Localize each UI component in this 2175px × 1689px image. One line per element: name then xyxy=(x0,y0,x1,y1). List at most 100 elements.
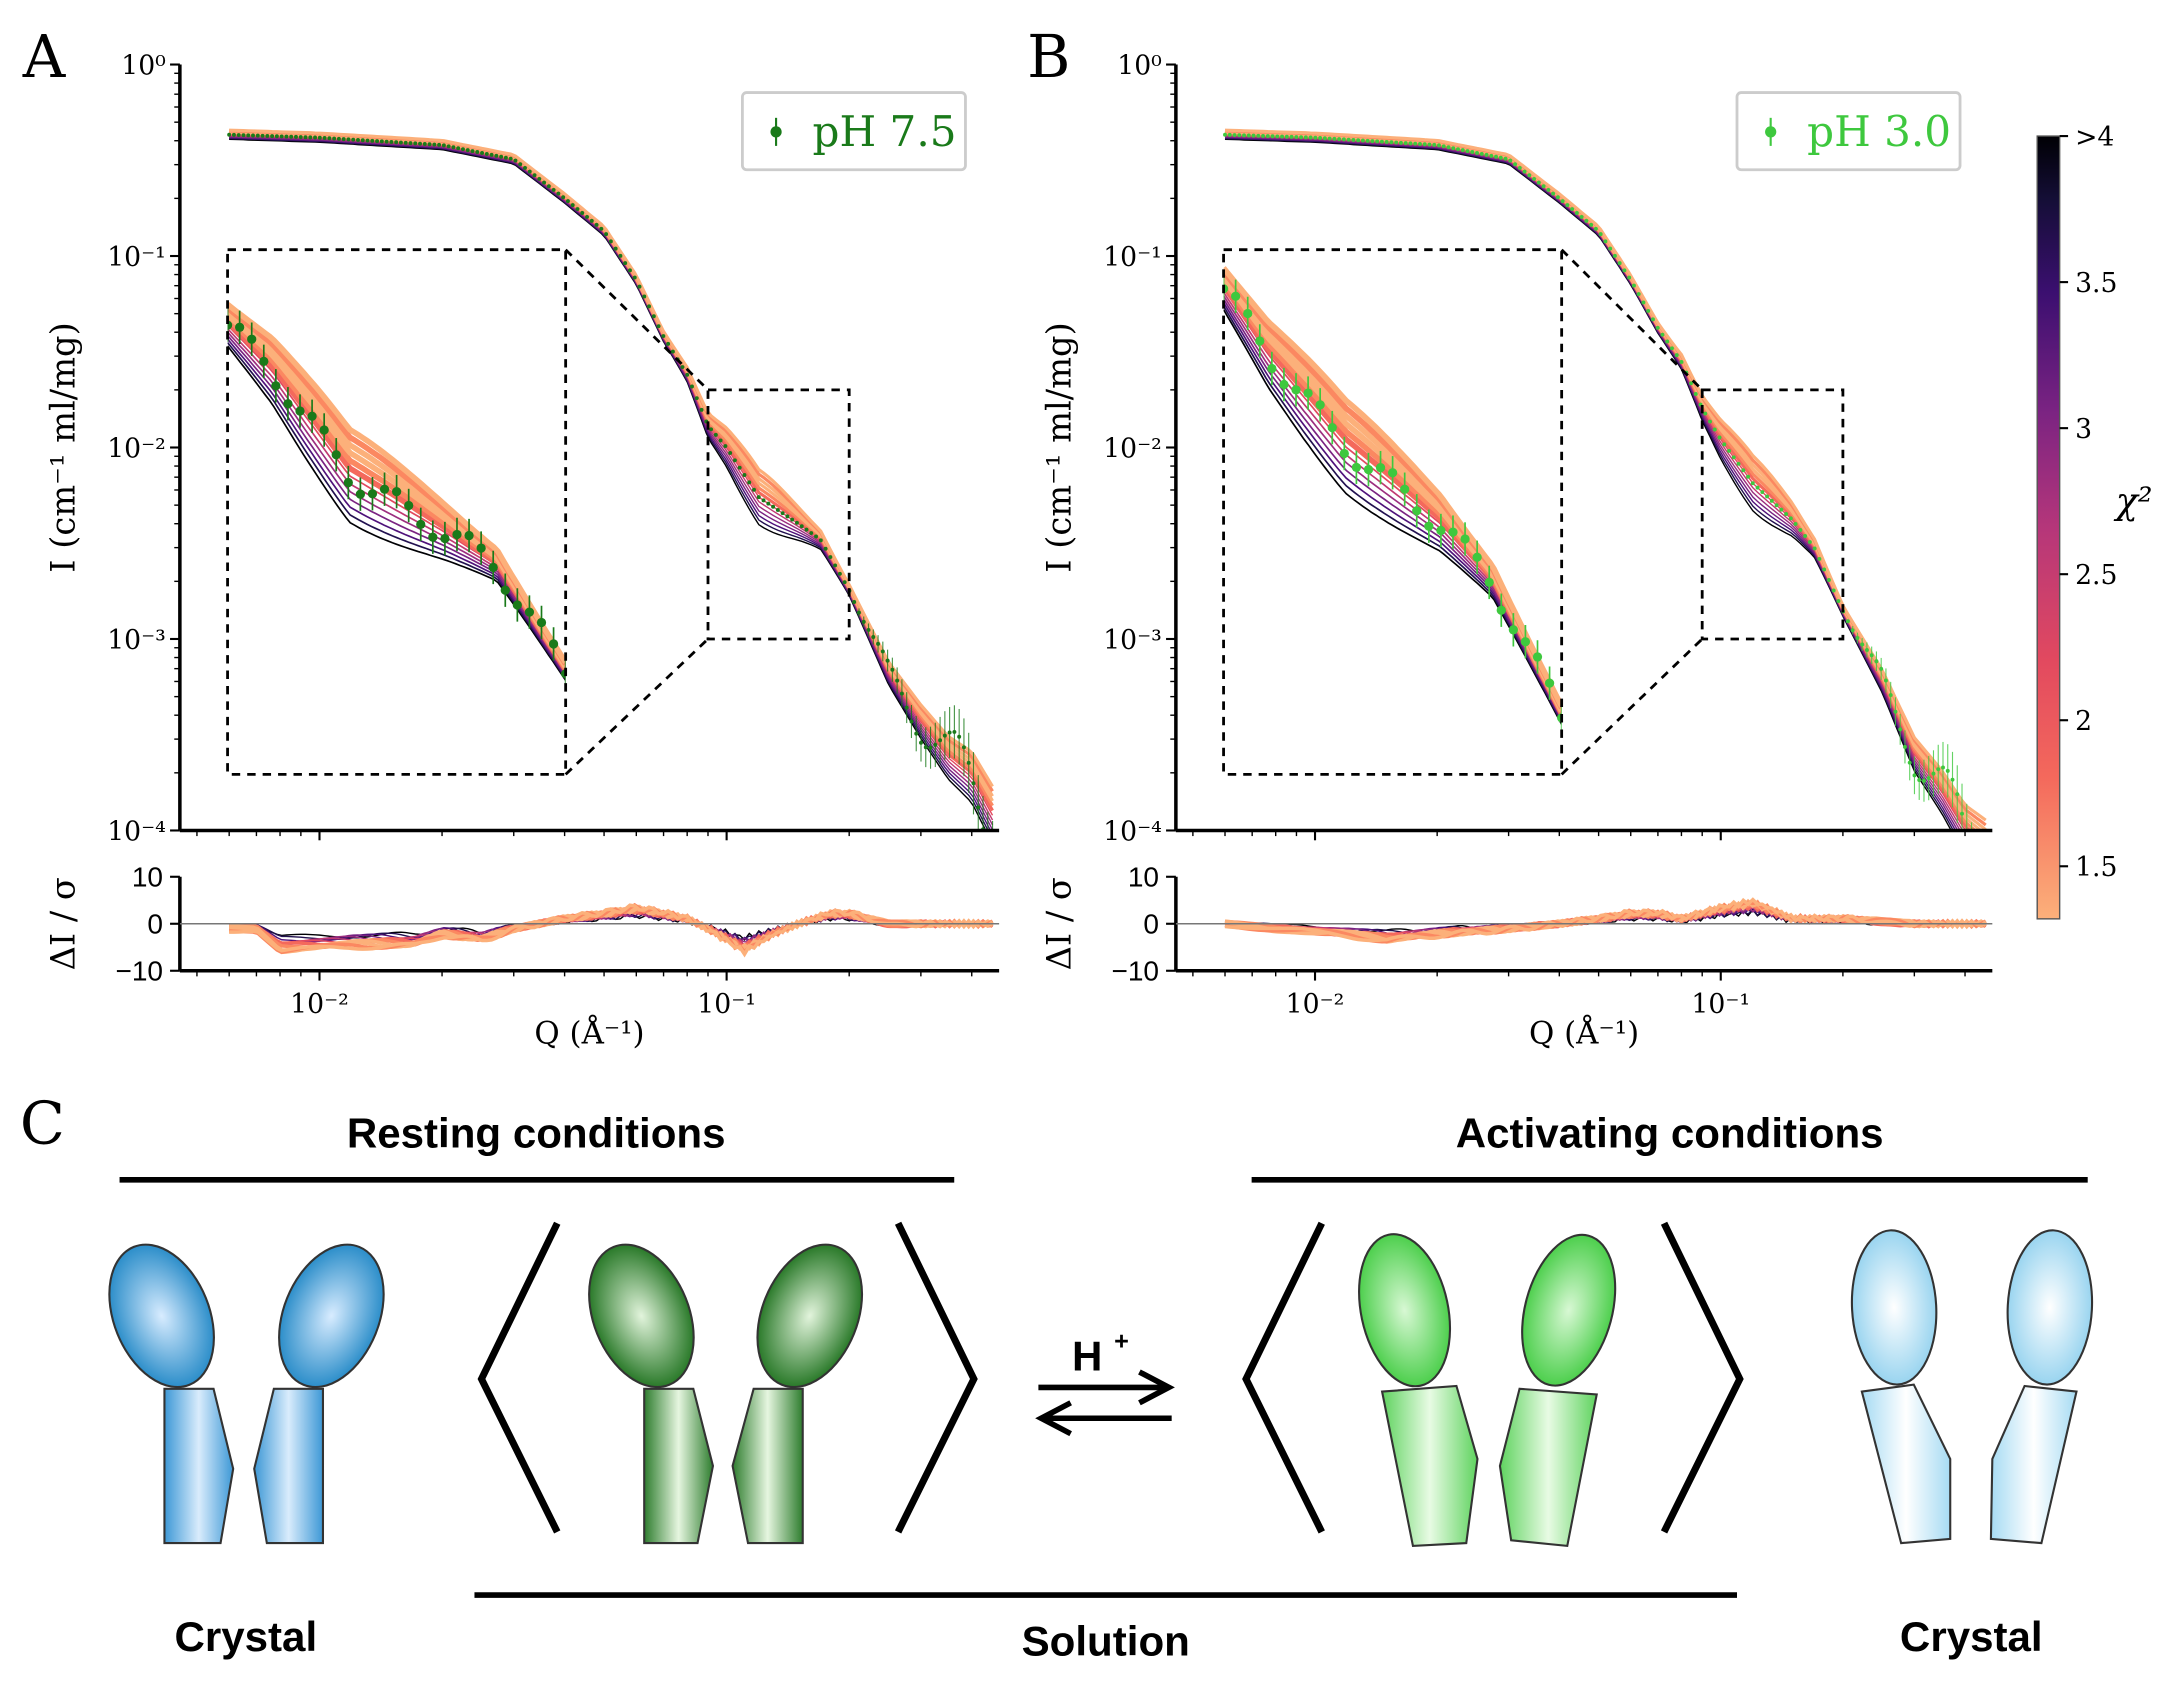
data-point xyxy=(1299,135,1304,140)
panel-label-b: B xyxy=(1027,22,1070,91)
legend: pH 3.0 xyxy=(1735,91,1962,172)
data-point xyxy=(1765,494,1770,499)
data-point xyxy=(542,180,547,185)
ensemble-brackets xyxy=(477,1221,1744,1534)
data-point xyxy=(241,133,246,138)
data-point xyxy=(1750,481,1755,486)
data-point xyxy=(986,844,990,848)
data-point xyxy=(1313,135,1318,140)
data-point xyxy=(1936,767,1941,772)
data-point xyxy=(1774,503,1779,508)
data-point xyxy=(618,253,623,258)
inset-data-point xyxy=(476,543,486,553)
inset-fit-curve xyxy=(1223,302,1562,722)
data-point xyxy=(771,504,776,509)
y-tick-label: 10⁻³ xyxy=(107,625,166,656)
y-tick-label: 10⁻² xyxy=(107,433,166,464)
data-point xyxy=(465,148,470,153)
data-point xyxy=(570,203,575,208)
data-point xyxy=(1926,776,1931,781)
crystal-left-label: Crystal xyxy=(174,1613,317,1660)
data-point xyxy=(370,138,375,143)
colorbar-tick-label: 3 xyxy=(2075,414,2092,445)
inset-data-point xyxy=(1448,527,1458,537)
data-point xyxy=(814,534,818,539)
inset-fit-curve xyxy=(227,338,566,678)
data-point xyxy=(1308,135,1313,140)
colorbar-tick-label: >4 xyxy=(2075,122,2114,153)
data-point xyxy=(690,384,694,389)
data-point xyxy=(718,438,723,443)
inset-data-point xyxy=(1291,385,1301,395)
data-point xyxy=(775,508,780,512)
data-point xyxy=(828,555,833,560)
inset-data-point xyxy=(391,487,402,497)
data-point xyxy=(303,135,308,140)
residual-plot-area xyxy=(1224,897,1987,944)
data-point xyxy=(737,465,742,470)
inset-data-point xyxy=(355,489,366,499)
data-point xyxy=(895,678,900,683)
y-tick-label: 10⁻¹ xyxy=(1103,242,1162,273)
data-point xyxy=(1970,853,1974,857)
data-point xyxy=(904,705,909,710)
data-point xyxy=(1579,214,1584,219)
data-point xyxy=(1593,226,1598,231)
data-point xyxy=(1879,666,1884,671)
data-point xyxy=(1722,442,1727,447)
data-point xyxy=(317,135,322,140)
data-point xyxy=(1984,888,1988,892)
data-point xyxy=(227,132,232,137)
forward-arrow-icon xyxy=(1038,1369,1175,1406)
data-point xyxy=(1950,777,1955,782)
data-point xyxy=(1346,137,1351,142)
data-point xyxy=(1822,567,1827,572)
data-point xyxy=(1517,165,1522,170)
data-point xyxy=(627,268,632,273)
data-point xyxy=(1869,653,1874,658)
data-point xyxy=(575,207,580,211)
data-point xyxy=(341,137,346,142)
main-plot-area xyxy=(227,128,994,848)
bracket-left-resting xyxy=(477,1221,561,1534)
y-tick-label: 10⁻⁴ xyxy=(1103,816,1162,847)
inset-data-point xyxy=(416,519,426,530)
data-point xyxy=(1864,648,1869,652)
residual-axis-label: ΔI / σ xyxy=(44,877,83,970)
data-point xyxy=(971,781,976,786)
data-point xyxy=(613,246,618,251)
y-tick-label: 10⁰ xyxy=(1117,50,1162,81)
data-point xyxy=(766,501,771,506)
data-point xyxy=(1703,411,1708,416)
data-point xyxy=(1788,516,1793,521)
y-axis-label: I (cm⁻¹ ml/mg) xyxy=(44,322,83,572)
data-point xyxy=(1384,140,1389,144)
inset-data-point xyxy=(1363,464,1374,475)
y-tick-label: 10⁻² xyxy=(1103,433,1162,464)
inset-data-point xyxy=(1412,506,1422,516)
data-point xyxy=(1389,140,1394,145)
resting-title: Resting conditions xyxy=(347,1110,726,1157)
data-point xyxy=(503,155,508,160)
data-point xyxy=(332,136,337,141)
data-point xyxy=(422,141,427,146)
data-point xyxy=(857,610,861,615)
panel-label-c: C xyxy=(20,1088,65,1157)
inset-data-point xyxy=(379,484,390,494)
data-point xyxy=(1769,498,1774,503)
data-point xyxy=(1275,134,1280,139)
data-point xyxy=(336,136,341,141)
data-point xyxy=(752,487,756,492)
data-point xyxy=(1437,143,1441,148)
inset-data-point xyxy=(1387,468,1398,478)
data-point xyxy=(1826,578,1831,582)
data-point xyxy=(666,341,671,346)
inset-data-point xyxy=(1315,400,1325,410)
data-point xyxy=(251,133,255,138)
data-point xyxy=(346,137,351,142)
data-point xyxy=(308,135,313,140)
data-point xyxy=(1398,140,1403,145)
data-point xyxy=(432,142,437,147)
inset-data-point xyxy=(464,530,474,541)
inset-data-point xyxy=(404,500,414,511)
